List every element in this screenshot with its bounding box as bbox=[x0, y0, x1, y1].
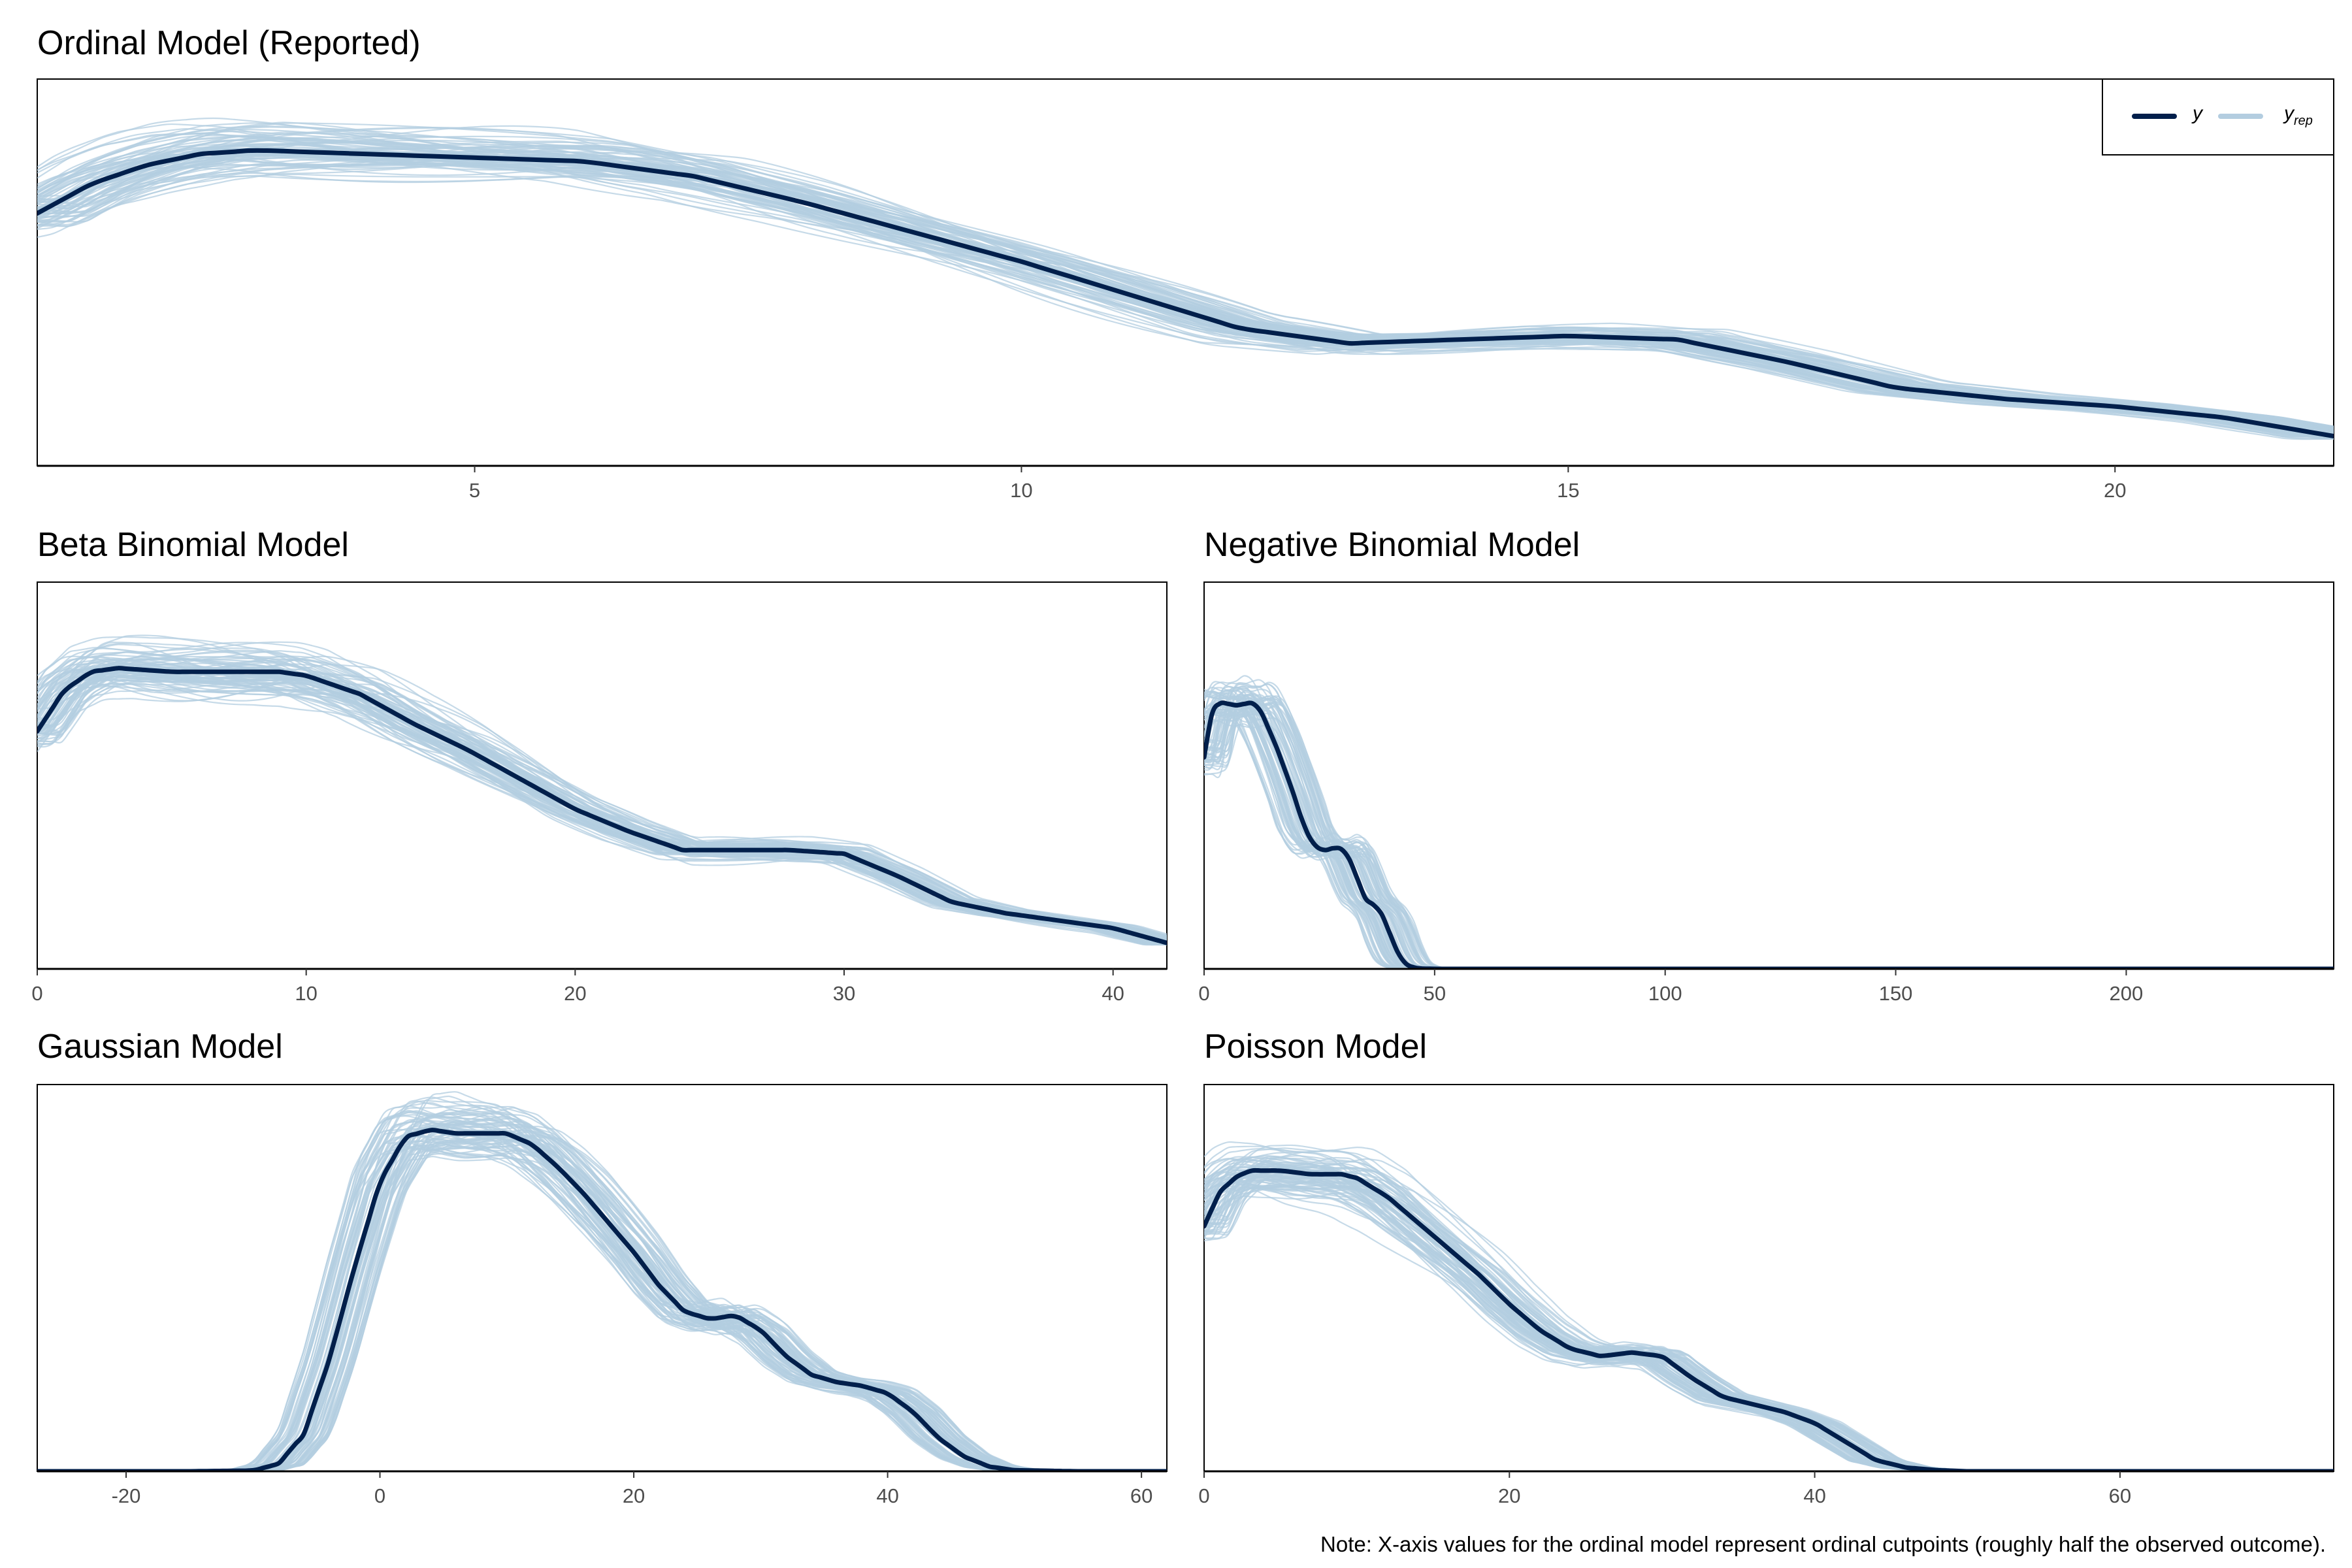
x-tick-label: 40 bbox=[1803, 1484, 1825, 1507]
x-tick-label: 20 bbox=[1498, 1484, 1520, 1507]
x-tick-label: 40 bbox=[876, 1484, 898, 1507]
x-tick-label: 10 bbox=[1010, 479, 1032, 502]
x-tick-label: 40 bbox=[1102, 982, 1124, 1005]
x-tick-label: 10 bbox=[295, 982, 317, 1005]
x-tick-label: 150 bbox=[1879, 982, 1913, 1005]
plot-frame bbox=[37, 1085, 1167, 1471]
x-tick-label: 0 bbox=[31, 982, 42, 1005]
x-tick-label: 60 bbox=[1130, 1484, 1152, 1507]
x-tick-label: 100 bbox=[1648, 982, 1682, 1005]
x-tick-label: 15 bbox=[1557, 479, 1579, 502]
legend: y yrep bbox=[2102, 79, 2334, 155]
legend-yrep-sub: rep bbox=[2294, 114, 2313, 128]
x-tick-label: 0 bbox=[1198, 982, 1209, 1005]
x-tick-label: 30 bbox=[833, 982, 855, 1005]
x-tick-label: 0 bbox=[1198, 1484, 1209, 1507]
x-tick-label: 5 bbox=[469, 479, 480, 502]
panel-gaussian: -20 0 20 40 60 bbox=[37, 1085, 1167, 1507]
panel-ordinal: 5 10 15 20 bbox=[37, 79, 2334, 502]
x-tick-label: -20 bbox=[112, 1484, 141, 1507]
footnote: Note: X-axis values for the ordinal mode… bbox=[1320, 1532, 2326, 1557]
panel-poisson: 0 20 40 60 bbox=[1198, 1085, 2334, 1507]
legend-y-label: y bbox=[2191, 103, 2204, 124]
x-tick-label: 50 bbox=[1424, 982, 1446, 1005]
panel-beta-binomial: 0 10 20 30 40 bbox=[31, 582, 1167, 1005]
x-tick-label: 20 bbox=[564, 982, 586, 1005]
x-tick-label: 20 bbox=[623, 1484, 645, 1507]
x-tick-label: 0 bbox=[374, 1484, 385, 1507]
x-tick-label: 200 bbox=[2110, 982, 2144, 1005]
panel-negative-binomial: 0 50 100 150 200 bbox=[1198, 582, 2334, 1005]
x-tick-label: 60 bbox=[2109, 1484, 2131, 1507]
x-tick-label: 20 bbox=[2104, 479, 2126, 502]
